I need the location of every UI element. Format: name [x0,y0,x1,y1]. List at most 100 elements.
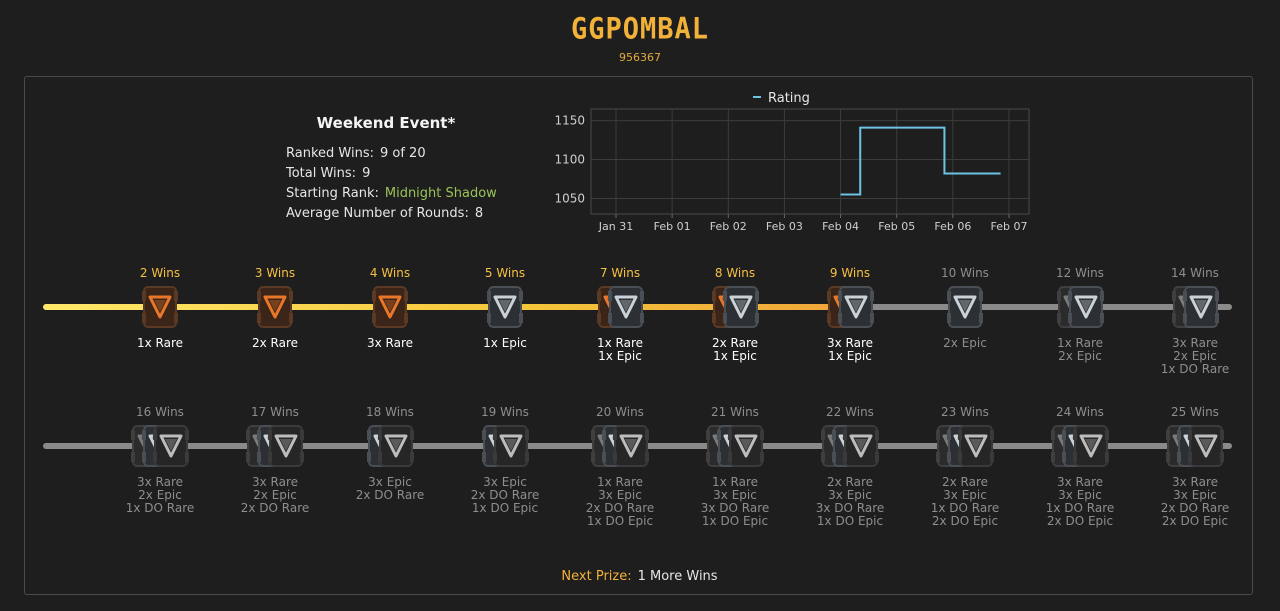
milestone[interactable]: 21 Wins 1x Rare 3x Epic 3x DO Rare 1x DO Epi… [675,404,795,528]
milestone[interactable]: 12 Wins 1x Rare 2x Epic [1020,265,1140,363]
milestone[interactable]: 8 Wins 2x Rare 1x Epic [675,265,795,363]
milestone[interactable]: 16 Wins 3x Rare 2x Epic 1x DO Rare [100,404,220,515]
reward-line: 2x Rare [826,475,874,489]
milestone[interactable]: 4 Wins 3x Rare [330,265,450,350]
milestone-label: 18 Wins [366,405,414,419]
stat-label: Ranked Wins: [286,146,374,161]
milestone[interactable]: 7 Wins 1x Rare 1x Epic [560,265,680,363]
reward-line: 2x Rare [251,336,299,350]
stat-value: 8 [474,206,484,221]
reward-line: 1x Rare [596,475,644,489]
chest-stack [560,285,680,331]
reward-line: 2x DO Rare [470,488,540,502]
milestone-label: 5 Wins [484,266,526,280]
stat-label: Total Wins: [286,166,357,181]
milestone[interactable]: 14 Wins 3x Rare 2x Epic 1x DO Rare [1135,265,1255,376]
reward-line: 3x Epic [943,488,987,502]
stat-label: Starting Rank: [286,186,379,201]
epic-chest-icon [607,285,644,329]
reward-line: 2x DO Epic [1161,514,1229,528]
reward-line: 3x Rare [136,475,184,489]
stat-label: Average Number of Rounds: [286,206,469,221]
milestone[interactable]: 3 Wins 2x Rare [215,265,335,350]
milestone-label: 17 Wins [251,405,299,419]
rating-chart[interactable]: Jan 31 Feb 01 Feb 02 Feb 03 Feb 04 Feb 05 Feb … [535,85,1035,245]
do-chest-icon [1073,424,1109,468]
reward-line: 2x DO Epic [1046,514,1114,528]
milestone-label: 16 Wins [136,405,184,419]
x-tick-label: Feb 02 [710,220,747,233]
x-tick-label: Jan 31 [598,220,633,233]
milestone[interactable]: 25 Wins 3x Rare 3x Epic 2x DO Rare 2x DO Epi… [1135,404,1255,528]
epic-chest-icon [1182,285,1219,329]
reward-line: 1x DO Epic [701,514,769,528]
milestone-label: 24 Wins [1056,405,1104,419]
reward-line: 2x DO Rare [240,501,310,515]
milestone[interactable]: 22 Wins 2x Rare 3x Epic 3x DO Rare 1x DO Epi… [790,404,910,528]
stat-avg-rounds: Average Number of Rounds: 8 [286,204,526,224]
chest-stack [1135,424,1255,470]
event-stats: Ranked Wins: 9 of 20 Total Wins: 9 Startin… [286,144,526,224]
milestone-label: 20 Wins [596,405,644,419]
reward-line: 1x Epic [598,349,642,363]
rating-series-line [840,126,1001,196]
chest-stack [1020,285,1140,331]
rating-chart-svg[interactable]: Jan 31 Feb 01 Feb 02 Feb 03 Feb 04 Feb 05 Feb … [535,85,1035,245]
y-tick-label: 1150 [554,114,585,128]
milestone-label: 3 Wins [254,266,296,280]
milestone-rewards: 3x Rare [330,337,450,350]
reward-line: 2x DO Rare [1160,501,1230,515]
rare-chest-icon [142,285,178,329]
chest-stack [330,285,450,331]
milestone-rewards: 1x Rare [100,337,220,350]
reward-line: 3x Epic [368,475,412,489]
do-chest-icon [958,424,994,468]
player-id: 956367 [619,51,661,64]
chest-stack [100,424,220,470]
milestone-label: 23 Wins [941,405,989,419]
milestone-label: 14 Wins [1171,266,1219,280]
epic-chest-icon [1067,285,1104,329]
milestone[interactable]: 18 Wins 3x Epic 2x DO Rare [330,404,450,502]
milestone-label: 4 Wins [369,266,411,280]
milestone-rewards: 2x Rare 1x Epic [675,337,795,363]
milestone[interactable]: 9 Wins 3x Rare 1x Epic [790,265,910,363]
chest-stack [100,285,220,331]
milestone-rewards: 3x Rare 2x Epic 1x DO Rare [100,476,220,515]
milestone[interactable]: 20 Wins 1x Rare 3x Epic 2x DO Rare 1x DO Epi… [560,404,680,528]
milestone-label: 2 Wins [139,266,181,280]
do-chest-icon [492,424,529,468]
chest-stack [905,285,1025,331]
stat-ranked-wins: Ranked Wins: 9 of 20 [286,144,526,164]
player-header: GGPOMBAL 956367 [0,13,1280,64]
reward-line: 1x Rare [1056,336,1104,350]
milestone[interactable]: 17 Wins 3x Rare 2x Epic 2x DO Rare [215,404,335,515]
reward-line: 1x DO Epic [586,514,654,528]
stat-value: 9 [362,166,371,181]
reward-line: 3x Rare [826,336,874,350]
milestone-rewards: 3x Rare 3x Epic 1x DO Rare 2x DO Epic [1020,476,1140,528]
x-tick-label: Feb 05 [878,220,915,233]
chest-stack [215,424,335,470]
milestone[interactable]: 2 Wins 1x Rare [100,265,220,350]
legend-label: Rating [768,91,810,106]
epic-chest-icon [487,285,523,329]
reward-line: 2x Epic [1173,349,1217,363]
milestone[interactable]: 23 Wins 2x Rare 3x Epic 1x DO Rare 2x DO Epi… [905,404,1025,528]
milestone[interactable]: 19 Wins 3x Epic 2x DO Rare 1x DO Epic [445,404,565,515]
milestone[interactable]: 10 Wins 2x Epic [905,265,1025,350]
reward-line: 3x DO Rare [700,501,770,515]
event-title: Weekend Event* [316,114,456,132]
rank-name[interactable]: Midnight Shadow [384,186,497,201]
milestone[interactable]: 5 Wins 1x Epic [445,265,565,350]
reward-line: 3x Epic [483,475,527,489]
reward-line: 3x Rare [251,475,299,489]
milestone[interactable]: 24 Wins 3x Rare 3x Epic 1x DO Rare 2x DO Epi… [1020,404,1140,528]
milestone-rewards: 2x Rare [215,337,335,350]
reward-line: 2x Epic [138,488,182,502]
event-info: Weekend Event* Ranked Wins: 9 of 20 Total… [286,114,526,224]
milestone-rewards: 1x Rare 2x Epic [1020,337,1140,363]
reward-line: 3x Epic [598,488,642,502]
milestone-label: 12 Wins [1056,266,1104,280]
milestone-rewards: 3x Epic 2x DO Rare [330,476,450,502]
